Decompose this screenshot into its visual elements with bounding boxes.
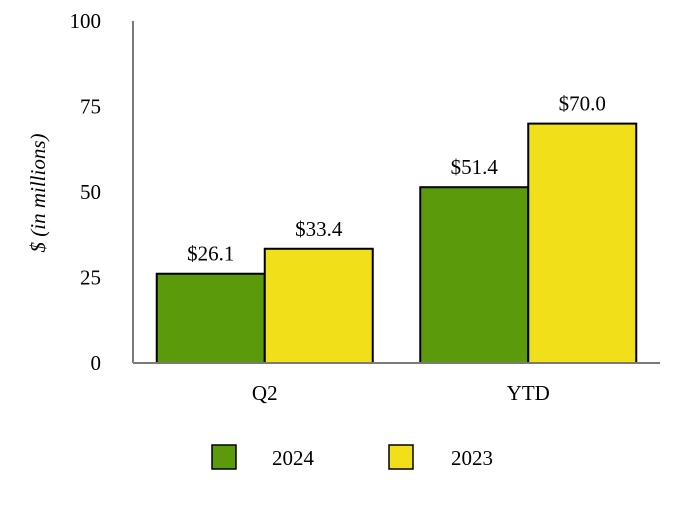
legend: 2024 2023 — [211, 444, 493, 470]
data-label-2023-YTD: $70.0 — [559, 92, 606, 116]
axes-group — [132, 21, 660, 364]
y-tick-label: 0 — [91, 351, 102, 375]
x-axis-ticks: Q2 YTD — [252, 381, 550, 405]
x-tick-label: YTD — [507, 381, 550, 405]
bars-group — [155, 122, 638, 365]
legend-label-2024: 2024 — [272, 446, 315, 470]
data-label-2024-Q2: $26.1 — [187, 242, 234, 266]
bar-2023-Q2 — [263, 247, 374, 364]
data-labels-group: $26.1 $33.4 $51.4 $70.0 — [187, 92, 606, 266]
bar-2024-YTD — [419, 186, 530, 364]
y-tick-label: 100 — [70, 9, 102, 33]
x-tick-label: Q2 — [252, 381, 278, 405]
bar-2024-Q2 — [155, 272, 266, 365]
y-axis-label: $ (in millions) — [26, 133, 50, 252]
y-tick-label: 25 — [80, 266, 101, 290]
legend-swatch-2023 — [388, 444, 414, 470]
y-tick-label: 75 — [80, 95, 101, 119]
data-label-2023-Q2: $33.4 — [295, 217, 343, 241]
y-tick-label: 50 — [80, 180, 101, 204]
bar-2023-YTD — [527, 122, 638, 364]
legend-label-2023: 2023 — [451, 446, 493, 470]
legend-swatch-2024 — [211, 444, 237, 470]
y-axis-ticks: 0 25 50 75 100 — [70, 9, 102, 375]
data-label-2024-YTD: $51.4 — [451, 155, 499, 179]
